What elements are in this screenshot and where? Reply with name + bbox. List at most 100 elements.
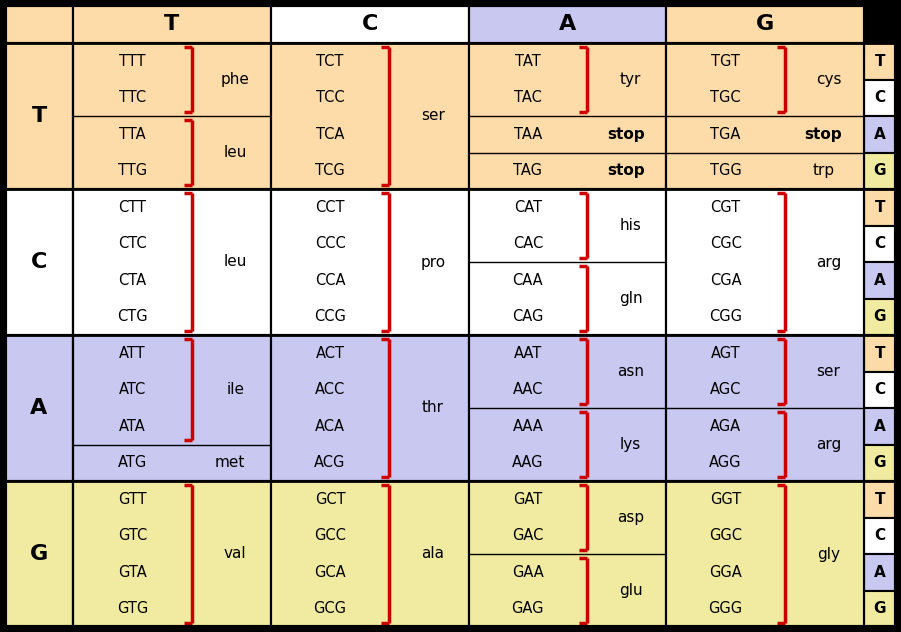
Text: CGA: CGA <box>710 273 742 288</box>
Bar <box>864 43 896 80</box>
Text: TCC: TCC <box>315 90 344 106</box>
Text: ser: ser <box>816 364 841 379</box>
Bar <box>469 481 666 627</box>
Bar <box>864 189 896 226</box>
Text: pro: pro <box>421 255 445 269</box>
Text: TAC: TAC <box>514 90 542 106</box>
Text: GAT: GAT <box>514 492 542 507</box>
Text: GTA: GTA <box>118 565 147 580</box>
Text: CGC: CGC <box>710 236 742 252</box>
Text: TGA: TGA <box>710 127 741 142</box>
Text: GTG: GTG <box>117 601 148 616</box>
Text: TGT: TGT <box>711 54 740 69</box>
Text: C: C <box>875 528 886 544</box>
Bar <box>73 335 270 481</box>
Text: asn: asn <box>617 364 644 379</box>
Text: TGC: TGC <box>710 90 741 106</box>
Bar <box>469 43 666 189</box>
Text: CAT: CAT <box>514 200 542 215</box>
Text: ACA: ACA <box>315 419 345 434</box>
Text: CGT: CGT <box>711 200 741 215</box>
Text: arg: arg <box>815 437 841 452</box>
Text: ACC: ACC <box>315 382 345 398</box>
Text: C: C <box>875 236 886 252</box>
Bar <box>864 554 896 590</box>
Text: TAG: TAG <box>514 163 542 178</box>
Text: T: T <box>164 14 179 34</box>
Text: tyr: tyr <box>620 72 642 87</box>
Text: AGG: AGG <box>709 455 742 470</box>
Text: A: A <box>874 565 886 580</box>
Text: CTG: CTG <box>117 309 148 324</box>
Text: arg: arg <box>815 255 841 269</box>
Bar <box>864 152 896 189</box>
Text: G: G <box>756 14 774 34</box>
Text: GGG: GGG <box>708 601 742 616</box>
Text: gln: gln <box>619 291 642 306</box>
Text: phe: phe <box>221 72 250 87</box>
Bar <box>5 5 73 43</box>
Bar <box>864 372 896 408</box>
Text: glu: glu <box>619 583 642 598</box>
Text: ACT: ACT <box>315 346 344 361</box>
Text: TCG: TCG <box>315 163 345 178</box>
Bar <box>864 262 896 298</box>
Text: CTA: CTA <box>118 273 146 288</box>
Text: GCT: GCT <box>314 492 345 507</box>
Bar <box>864 590 896 627</box>
Bar <box>270 481 469 627</box>
Text: A: A <box>874 419 886 434</box>
Bar <box>864 481 896 518</box>
Bar <box>270 189 469 335</box>
Text: GGC: GGC <box>709 528 742 544</box>
Text: leu: leu <box>223 145 247 160</box>
Bar <box>864 298 896 335</box>
Text: ile: ile <box>226 382 244 398</box>
Bar <box>469 189 666 335</box>
Text: cys: cys <box>815 72 842 87</box>
Text: TTA: TTA <box>119 127 146 142</box>
Text: CAG: CAG <box>512 309 543 324</box>
Text: G: G <box>30 544 48 564</box>
Text: thr: thr <box>422 401 444 415</box>
Text: AAC: AAC <box>513 382 543 398</box>
Text: G: G <box>874 601 887 616</box>
Text: GCA: GCA <box>314 565 346 580</box>
Text: CTT: CTT <box>118 200 146 215</box>
Text: stop: stop <box>607 163 644 178</box>
Text: AAT: AAT <box>514 346 542 361</box>
Text: TAA: TAA <box>514 127 542 142</box>
Text: asp: asp <box>617 510 644 525</box>
Text: ala: ala <box>422 547 444 561</box>
Text: G: G <box>874 163 887 178</box>
Text: trp: trp <box>813 163 834 178</box>
Bar <box>5 481 73 627</box>
Bar <box>469 5 666 43</box>
Text: GAC: GAC <box>512 528 543 544</box>
Text: AGA: AGA <box>710 419 742 434</box>
Text: C: C <box>875 90 886 106</box>
Text: his: his <box>620 218 642 233</box>
Text: GGT: GGT <box>710 492 742 507</box>
Text: GGA: GGA <box>709 565 742 580</box>
Text: TTC: TTC <box>119 90 146 106</box>
Text: A: A <box>874 273 886 288</box>
Text: GAG: GAG <box>512 601 544 616</box>
Text: CCC: CCC <box>314 236 345 252</box>
Bar <box>864 518 896 554</box>
Text: ATG: ATG <box>118 455 147 470</box>
Text: TTG: TTG <box>118 163 147 178</box>
Text: TCT: TCT <box>316 54 344 69</box>
Text: C: C <box>361 14 378 34</box>
Text: val: val <box>223 547 247 561</box>
Text: AAA: AAA <box>513 419 543 434</box>
Text: ATT: ATT <box>119 346 146 361</box>
Bar <box>864 80 896 116</box>
Text: GCG: GCG <box>314 601 347 616</box>
Bar <box>666 43 864 189</box>
Bar <box>864 408 896 444</box>
Bar <box>5 189 73 335</box>
Text: TTT: TTT <box>119 54 146 69</box>
Text: T: T <box>875 346 886 361</box>
Text: lys: lys <box>620 437 642 452</box>
